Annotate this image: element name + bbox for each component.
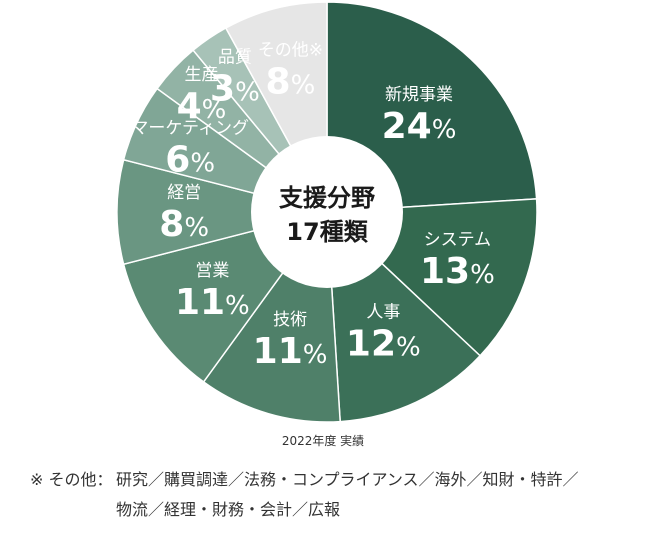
- slice-label-name: 人事: [366, 303, 400, 323]
- chart-caption: 2022年度 実績: [281, 434, 365, 448]
- slice-label-name: 経営: [167, 183, 201, 203]
- slice-label-name: 技術: [273, 310, 307, 330]
- footnote-line1: 研究／購買調達／法務・コンプライアンス／海外／知財・特許／: [116, 470, 579, 489]
- slice-label-name: 新規事業: [385, 85, 453, 105]
- footnote-line2: 物流／経理・財務・会計／広報: [116, 500, 341, 519]
- slice-label-name: システム: [424, 230, 492, 250]
- slice-label-name: マーケティング: [131, 119, 249, 139]
- slice-label-name: その他※: [258, 41, 323, 61]
- slice-5: [116, 158, 328, 266]
- slice-label-value: 3%: [210, 69, 260, 110]
- footnote-mark: ※ その他：: [30, 470, 113, 489]
- slice-label-name: 生産: [184, 65, 218, 85]
- center-title-line2: 17種類: [286, 218, 368, 246]
- slice-label-name: 品質: [218, 48, 252, 68]
- donut-chart: 支援分野 17種類 新規事業24%システム13%人事12%技術11%営業11%経…: [116, 1, 538, 423]
- center-title-line1: 支援分野: [279, 184, 375, 212]
- donut-hole: [251, 136, 403, 288]
- slice-label-value: 11%: [253, 331, 328, 372]
- footnote: ※ その他： 研究／購買調達／法務・コンプライアンス／海外／知財・特許／ 物流／経…: [30, 465, 579, 525]
- slice-label-name: 営業: [195, 261, 229, 281]
- slice-label-value: 24%: [382, 106, 457, 147]
